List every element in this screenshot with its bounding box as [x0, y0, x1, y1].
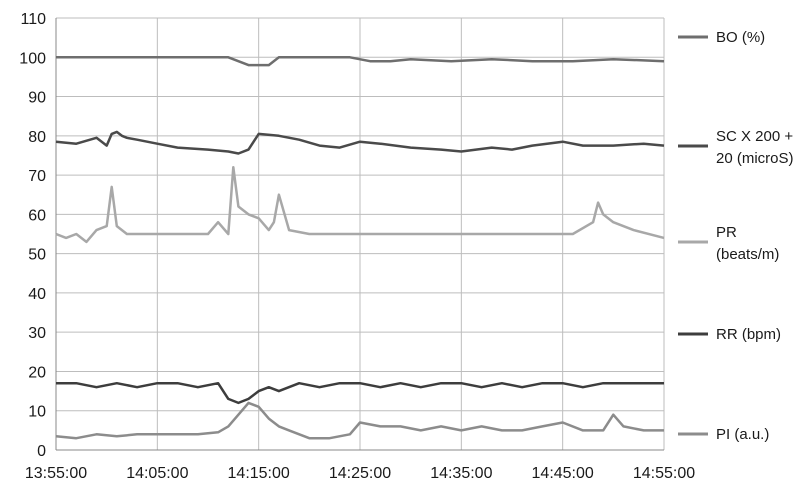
- y-tick-label: 20: [28, 364, 46, 381]
- legend-label: 20 (microS): [716, 150, 794, 167]
- y-tick-label: 110: [20, 11, 46, 28]
- x-tick-label: 14:35:00: [430, 465, 492, 482]
- y-tick-label: 10: [28, 404, 46, 421]
- legend-label: PI (a.u.): [716, 426, 769, 443]
- y-tick-label: 100: [19, 50, 46, 67]
- series-line-0: [56, 56, 665, 67]
- y-tick-label: 90: [28, 90, 46, 107]
- legend-label: PR: [716, 224, 737, 241]
- y-tick-label: 30: [28, 325, 46, 342]
- tick-labels: 0 10 20 30 40 50 60 70 80 90 100 110 13:55:00 14:05:0…: [19, 11, 695, 482]
- series-line-3: [56, 381, 664, 405]
- y-tick-label: 70: [28, 168, 46, 185]
- x-tick-label: 14:05:00: [126, 465, 188, 482]
- legend-label: SC X 200 +: [716, 128, 793, 145]
- x-tick-label: 14:25:00: [329, 465, 391, 482]
- x-tick-label: 13:55:00: [25, 465, 87, 482]
- legend-label: RR (bpm): [716, 326, 781, 343]
- y-tick-label: 60: [28, 207, 46, 224]
- x-tick-label: 14:55:00: [633, 465, 695, 482]
- y-tick-label: 80: [28, 129, 46, 146]
- legend-label: BO (%): [716, 29, 765, 46]
- series-line-2: [55, 165, 665, 244]
- x-tick-label: 14:15:00: [228, 465, 290, 482]
- y-tick-label: 50: [28, 247, 46, 264]
- legend-label: (beats/m): [716, 246, 779, 263]
- series-line-1: [55, 130, 665, 155]
- y-tick-label: 0: [37, 443, 46, 460]
- legend: BO (%) SC X 200 + 20 (microS) PR (beats/m) RR…: [678, 29, 794, 443]
- series-line-4: [55, 401, 664, 440]
- series-lines: [55, 56, 665, 440]
- y-tick-label: 40: [28, 286, 46, 303]
- x-tick-label: 14:45:00: [532, 465, 594, 482]
